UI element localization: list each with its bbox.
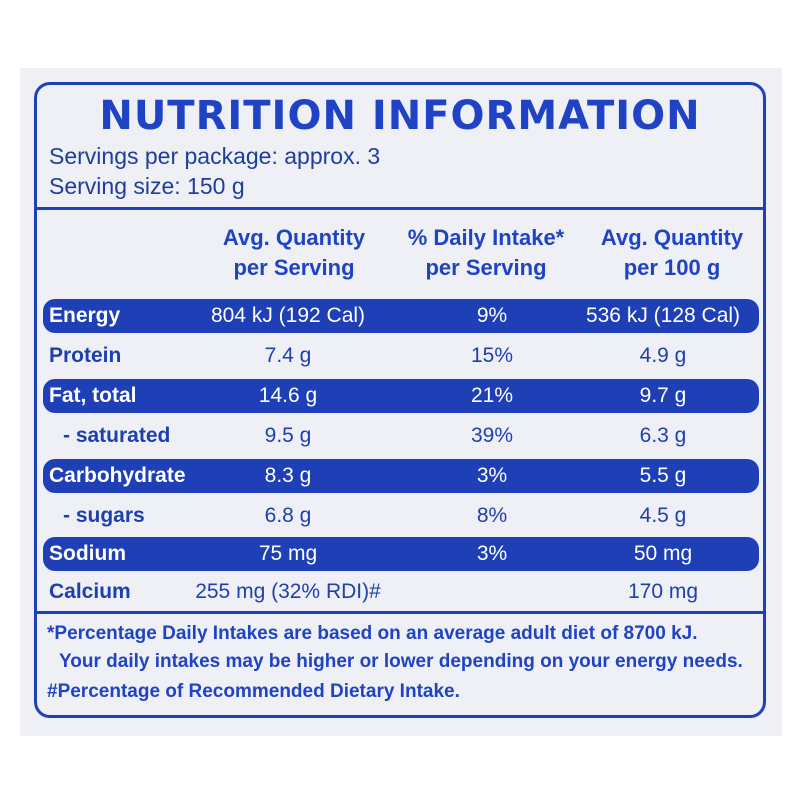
header-line: Avg. Quantity [222,225,366,250]
daily-intake-value: 3% [476,464,508,487]
nutrient-row-protein: Protein 7.4 g 15% 4.9 g [43,339,759,373]
nutrient-name: Sodium [49,542,126,565]
per-serving-value: 8.3 g [264,464,312,487]
divider-footnotes [37,611,763,614]
nutrition-panel: NUTRITION INFORMATION Servings per packa… [34,82,766,718]
nutrient-name: - saturated [63,424,171,447]
per-serving-value: 75 mg [258,542,318,565]
daily-intake-value: 39% [470,424,514,447]
nutrient-name: - sugars [63,504,145,527]
per-serving-value: 255 mg (32% RDI)# [195,580,381,603]
nutrient-name: Energy [49,304,121,327]
daily-intake-value: 8% [476,504,508,527]
footnote-energy-needs: Your daily intakes may be higher or lowe… [59,651,743,672]
nutrient-row-fat-total: Fat, total 14.6 g 21% 9.7 g [43,379,759,413]
per-serving-value: 9.5 g [264,424,312,447]
servings-per-package: Servings per package: approx. 3 [49,143,381,169]
nutrient-name: Fat, total [49,384,137,407]
header-avg-per-serving: Avg. Quantity per Serving [215,223,373,283]
nutrient-name: Calcium [49,580,131,603]
serving-size: Serving size: 150 g [49,173,245,199]
daily-intake-value: 15% [470,344,514,367]
per-100g-value: 4.5 g [639,504,687,527]
nutrient-row-calcium: Calcium 255 mg (32% RDI)# 170 mg [43,575,759,609]
daily-intake-value: 9% [476,304,508,327]
panel-title: NUTRITION INFORMATION [99,93,701,139]
nutrient-name: Carbohydrate [49,464,186,487]
header-line: per Serving [233,255,355,280]
nutrient-row-sugars: - sugars 6.8 g 8% 4.5 g [43,499,759,533]
divider-top [37,207,763,210]
nutrient-row-saturated: - saturated 9.5 g 39% 6.3 g [43,419,759,453]
header-line: % Daily Intake* [407,225,565,250]
footnote-rdi: #Percentage of Recommended Dietary Intak… [47,681,460,702]
nutrient-row-energy: Energy 804 kJ (192 Cal) 9% 536 kJ (128 C… [43,299,759,333]
header-daily-intake: % Daily Intake* per Serving [391,223,581,283]
per-100g-value: 536 kJ (128 Cal) [585,304,741,327]
per-100g-value: 6.3 g [639,424,687,447]
per-100g-value: 170 mg [627,580,699,603]
daily-intake-value: 3% [476,542,508,565]
header-avg-per-100g: Avg. Quantity per 100 g [597,223,747,283]
per-serving-value: 7.4 g [264,344,312,367]
per-100g-value: 5.5 g [639,464,687,487]
per-100g-value: 4.9 g [639,344,687,367]
header-line: per Serving [425,255,547,280]
per-100g-value: 9.7 g [639,384,687,407]
per-100g-value: 50 mg [633,542,693,565]
daily-intake-value: 21% [470,384,514,407]
header-line: Avg. Quantity [600,225,744,250]
nutrient-name: Protein [49,344,122,367]
per-serving-value: 804 kJ (192 Cal) [210,304,366,327]
per-serving-value: 14.6 g [258,384,318,407]
nutrient-row-carbohydrate: Carbohydrate 8.3 g 3% 5.5 g [43,459,759,493]
per-serving-value: 6.8 g [264,504,312,527]
nutrient-row-sodium: Sodium 75 mg 3% 50 mg [43,537,759,571]
footnote-daily-intake: *Percentage Daily Intakes are based on a… [47,623,698,644]
header-line: per 100 g [623,255,721,280]
